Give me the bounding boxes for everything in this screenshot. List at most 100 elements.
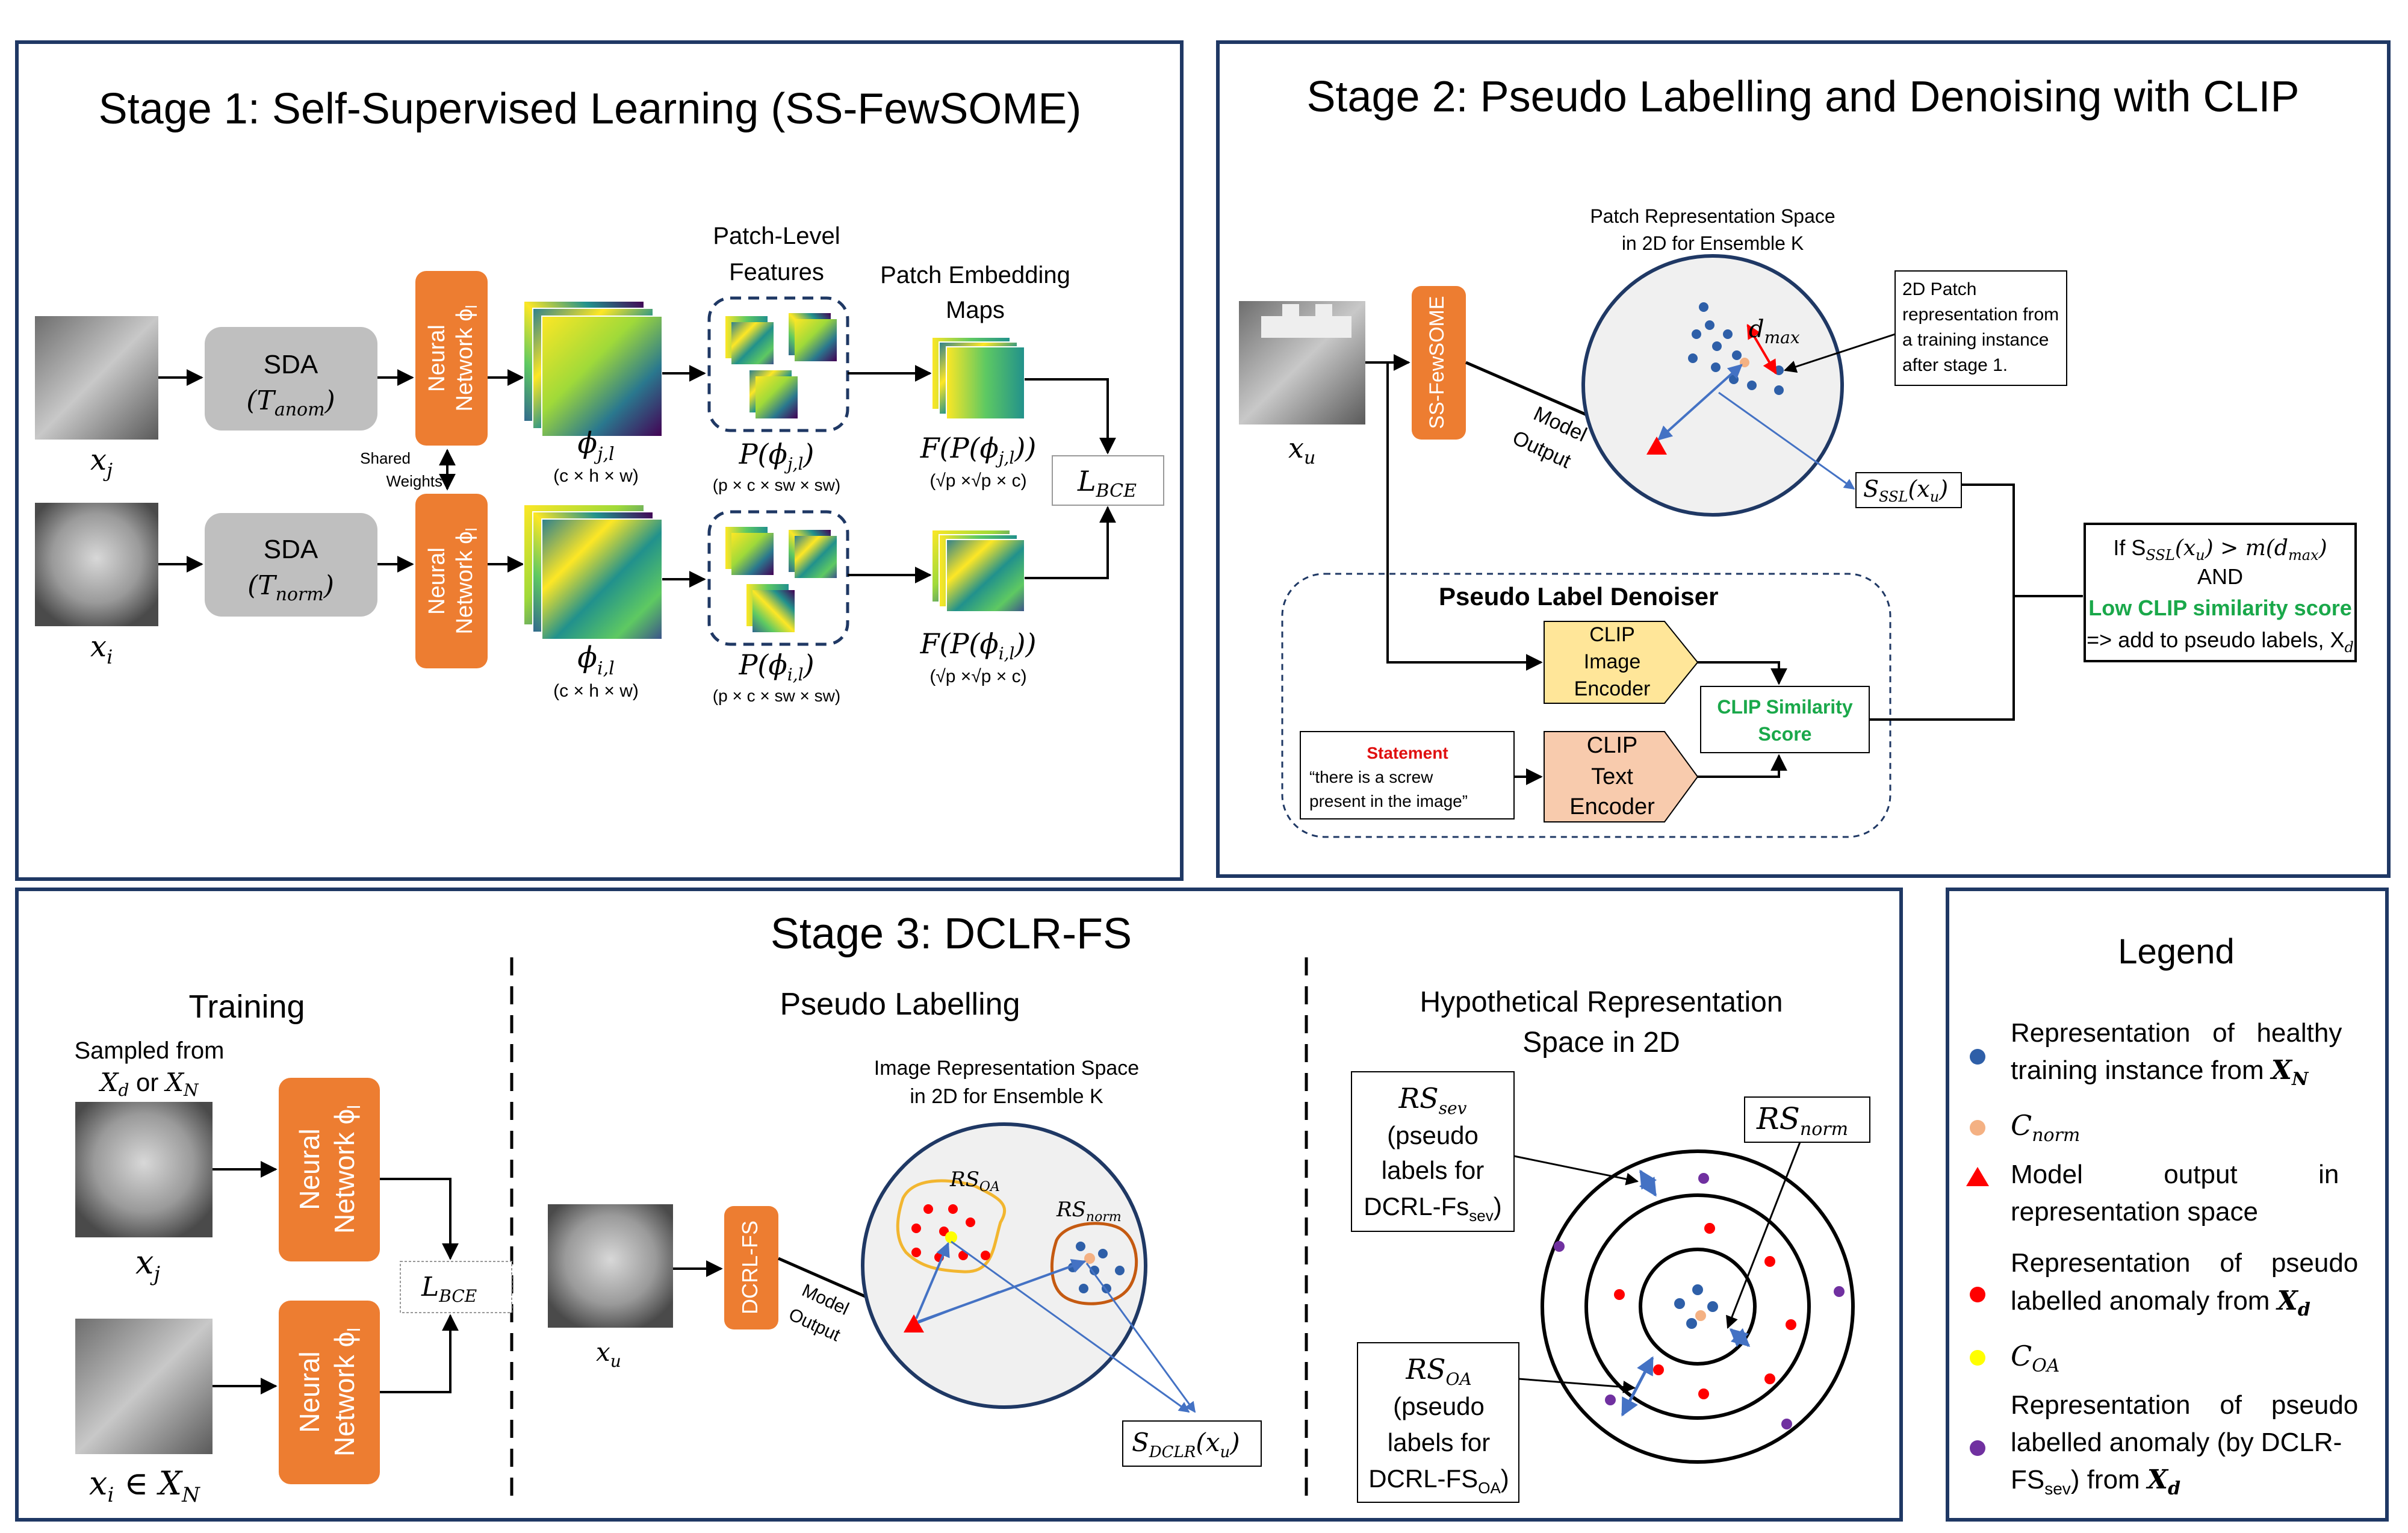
dcrl-fs-label: DCRL-FS (737, 1220, 762, 1314)
rule-line-1: If SSSL(xu) > m(dmax) (2113, 535, 2327, 564)
label-xu-stage3: xu (596, 1337, 621, 1371)
patch-embed-title-2: Maps (946, 297, 1005, 323)
rs-oa-box (1357, 1342, 1519, 1503)
rs-sev-line-3: DCRL-Fssev) (1364, 1192, 1501, 1225)
sssl-label: SSSL(xu) (1863, 476, 1948, 505)
clip-similarity-line-1: CLIP Similarity (1717, 696, 1852, 718)
sda-param-norm: (Tnorm) (247, 570, 334, 605)
d-max-label: dmax (1749, 316, 1800, 347)
rs-norm-label-hypo: RSnorm (1756, 1101, 1848, 1140)
statement-line-2: present in the image” (1309, 792, 1468, 810)
clip-similarity-box (1700, 686, 1870, 753)
arrow-embed-loss-top (1025, 378, 1116, 455)
callout-line-4: after stage 1. (1902, 355, 2008, 375)
phi-i-dims: (c × h × w) (553, 681, 639, 701)
sampled-line-1: Sampled from (75, 1037, 225, 1064)
stage2-frame (1216, 40, 2391, 878)
embedding-maps-top (931, 337, 1025, 420)
ssfewsome-label: SS-FewSOME (1426, 296, 1448, 429)
clip-image-line-3: Encoder (1574, 677, 1651, 700)
sda-box-anom (205, 327, 377, 431)
nn-stage3-top-2: Network ϕl (329, 1105, 364, 1234)
feature-maps-top (523, 300, 663, 437)
legend-frame (1946, 888, 2389, 1522)
distance-arrow-oa (915, 1242, 950, 1319)
phi-j-label: ϕj,l (577, 426, 614, 465)
f-p-phi-j-label: F(P(ϕj,l)) (920, 432, 1037, 468)
model-output-triangle-stage2 (1646, 437, 1667, 455)
rs-norm-region (1050, 1222, 1138, 1305)
legend-item-1-line-2: training instance from XN (2011, 1055, 2309, 1090)
phi-j-dims: (c × h × w) (553, 466, 639, 486)
legend-item-1-line-1: Representation of healthy (2011, 1018, 2342, 1048)
xray-image-xj-stage3 (75, 1102, 213, 1237)
arrow-nn-loss-top-stage3 (380, 1178, 459, 1260)
legend-item-3-line-2: representation space (2011, 1197, 2258, 1227)
stage1-frame (15, 40, 1184, 881)
legend-item-6-line-2: labelled anomaly (by DCLR- (2011, 1428, 2342, 1457)
xray-image-xu-stage3 (548, 1204, 673, 1328)
legend-item-2: Cnorm (2011, 1109, 2080, 1146)
legend-item-4-line-1: Representation of pseudo (2011, 1248, 2358, 1278)
nn-label-top-2: Network ϕl (452, 305, 480, 412)
feature-maps-bottom (523, 504, 663, 640)
nn-stage3-bottom-1: Neural (294, 1351, 325, 1433)
sda-box-norm (205, 513, 377, 617)
embedding-maps-bottom (931, 529, 1025, 612)
rs-oa-region (896, 1179, 1007, 1273)
legend-item-5: COA (2011, 1340, 2059, 1376)
pseudo-labelling-title: Pseudo Labelling (780, 987, 1020, 1022)
arrow-norm-sdclr (1085, 1263, 1196, 1413)
p-phi-i-label: P(ϕi,l) (738, 648, 814, 685)
connector-sim-rule (1869, 596, 2015, 721)
rs-oa-box-label: RSOA (1405, 1353, 1471, 1389)
clip-image-encoder (1544, 621, 1699, 704)
connector-output-sdclr (917, 1290, 1000, 1324)
patch-embed-title-1: Patch Embedding (880, 262, 1070, 288)
stage3-frame (15, 888, 1903, 1522)
nn-label-top-1: Neural (424, 325, 450, 392)
clip-text-line-2: Text (1591, 764, 1633, 789)
ssfewsome-box (1412, 286, 1466, 440)
screw-implant-icon (1261, 304, 1351, 338)
f-p-phi-i-label: F(P(ϕi,l)) (920, 627, 1037, 664)
image-space-circle (861, 1122, 1147, 1409)
sdclr-box (1122, 1420, 1262, 1467)
legend-item-6-line-3: FSsev) from Xd (2011, 1464, 2180, 1499)
stage3-title: Stage 3: DCLR-FS (771, 910, 1132, 958)
arrow-to-sssl (1718, 391, 1855, 490)
sampled-line-2: Xd or XN (99, 1068, 199, 1100)
nn-stage3-top-1: Neural (294, 1128, 325, 1210)
image-space-title-1: Image Representation Space (874, 1057, 1139, 1080)
distance-arrow-stage2 (1657, 364, 1743, 441)
f-p-phi-j-dims: (√p ×√p × c) (929, 471, 1026, 491)
hypo-title-2: Space in 2D (1522, 1027, 1680, 1059)
loss-label-stage3: LBCE (421, 1272, 477, 1306)
hypo-inner-ring (1639, 1248, 1757, 1366)
rule-low-clip: Low CLIP similarity score (2088, 595, 2351, 620)
arrow-nn-loss-bottom-stage3 (380, 1314, 459, 1393)
callout-line-1: 2D Patch (1902, 279, 1976, 299)
patch-features-title-2: Features (729, 259, 824, 285)
legend-item-3-line-1: Model output in (2011, 1160, 2339, 1189)
legend-marker-dclr-anomaly (1970, 1440, 1985, 1456)
arrow-oa-sdclr (951, 1240, 1190, 1413)
patch-space-title-2: in 2D for Ensemble K (1622, 232, 1804, 254)
patch-tiles-bottom (725, 527, 837, 632)
loss-box-stage3 (400, 1261, 512, 1313)
legend-marker-pseudo-anomaly (1970, 1287, 1985, 1302)
sda-label-norm: SDA (264, 535, 318, 564)
callout-pointer (1784, 333, 1896, 373)
patch-tiles-top (725, 313, 837, 418)
neural-network-box-top (415, 271, 488, 446)
d-max-arrow (1746, 323, 1777, 375)
rs-norm-label-stage3: RSnorm (1056, 1198, 1122, 1225)
c-norm-point-stage3 (1084, 1253, 1095, 1264)
legend-marker-model-output (1966, 1167, 1989, 1186)
statement-title: Statement (1367, 744, 1448, 762)
rs-sev-box (1351, 1071, 1515, 1232)
arrow-embed-loss-bottom (1025, 506, 1116, 579)
legend-marker-c-oa (1970, 1350, 1985, 1366)
patch-features-title-1: Patch-Level (713, 223, 840, 249)
rule-and: AND (2197, 564, 2243, 589)
